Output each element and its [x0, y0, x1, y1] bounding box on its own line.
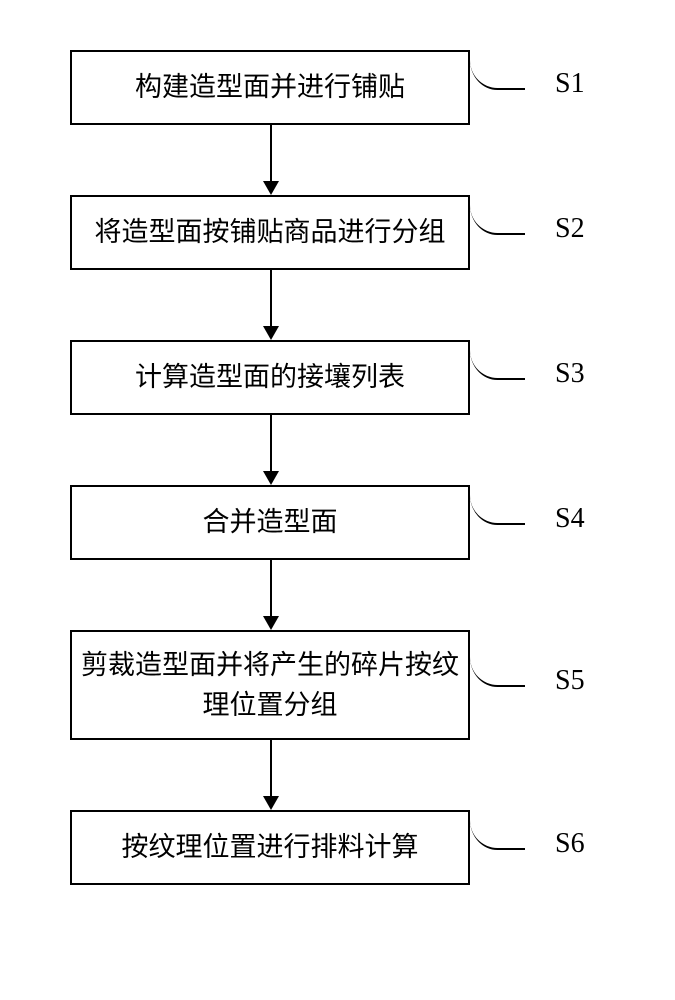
step-text: 合并造型面: [203, 502, 338, 543]
step-box-s2: 将造型面按铺贴商品进行分组: [70, 195, 470, 270]
step-box-s3: 计算造型面的接壤列表: [70, 340, 470, 415]
step-box-s6: 按纹理位置进行排料计算: [70, 810, 470, 885]
connector-curve: [470, 350, 525, 380]
arrow-line: [270, 125, 272, 182]
arrow-head-icon: [263, 796, 279, 810]
step-label-s5: S5: [555, 665, 585, 697]
connector-curve: [470, 495, 525, 525]
step-label-s6: S6: [555, 828, 585, 860]
step-label-s4: S4: [555, 503, 585, 535]
step-text: 按纹理位置进行排料计算: [122, 827, 419, 868]
step-label-s2: S2: [555, 213, 585, 245]
connector-curve: [470, 60, 525, 90]
arrow-line: [270, 270, 272, 327]
step-text: 剪裁造型面并将产生的碎片按纹理位置分组: [80, 645, 460, 726]
arrow-head-icon: [263, 616, 279, 630]
arrow-head-icon: [263, 181, 279, 195]
step-label-s3: S3: [555, 358, 585, 390]
arrow-line: [270, 740, 272, 797]
step-text: 计算造型面的接壤列表: [135, 357, 405, 398]
step-label-s1: S1: [555, 68, 585, 100]
flowchart-canvas: 构建造型面并进行铺贴 S1 将造型面按铺贴商品进行分组 S2 计算造型面的接壤列表 S3 合…: [0, 0, 675, 1000]
arrow-head-icon: [263, 471, 279, 485]
step-box-s1: 构建造型面并进行铺贴: [70, 50, 470, 125]
step-text: 构建造型面并进行铺贴: [135, 67, 405, 108]
arrow-head-icon: [263, 326, 279, 340]
step-text: 将造型面按铺贴商品进行分组: [95, 212, 446, 253]
connector-curve: [470, 657, 525, 687]
arrow-line: [270, 560, 272, 617]
arrow-line: [270, 415, 272, 472]
connector-curve: [470, 205, 525, 235]
step-box-s4: 合并造型面: [70, 485, 470, 560]
connector-curve: [470, 820, 525, 850]
step-box-s5: 剪裁造型面并将产生的碎片按纹理位置分组: [70, 630, 470, 740]
